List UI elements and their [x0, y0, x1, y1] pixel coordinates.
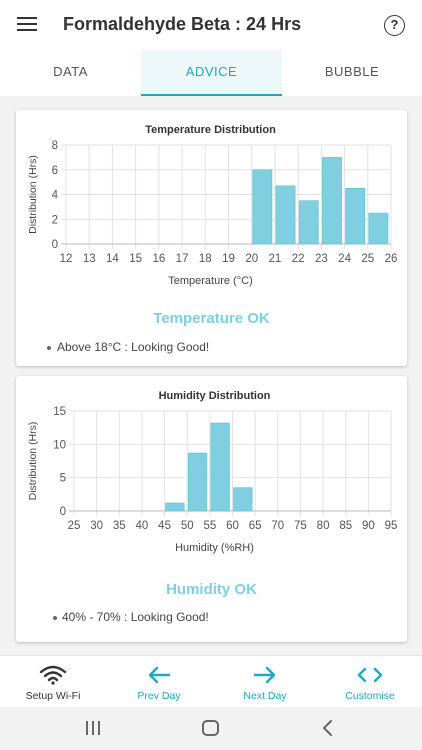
x-tick-label: 80	[317, 520, 330, 532]
x-tick-label: 14	[106, 253, 119, 265]
wifi-icon	[39, 665, 67, 685]
back-icon[interactable]	[320, 719, 336, 737]
help-icon[interactable]: ?	[384, 15, 405, 36]
x-tick-label: 25	[361, 253, 374, 265]
histogram-bar	[345, 188, 366, 245]
x-tick-label: 20	[245, 253, 258, 265]
y-tick-label: 0	[52, 239, 58, 251]
chart-title: Humidity Distribution	[159, 390, 271, 402]
home-icon[interactable]	[201, 719, 221, 737]
x-tick-label: 75	[294, 520, 307, 532]
customise-button[interactable]: Customise	[318, 656, 422, 708]
tab-bubble[interactable]: BUBBLE	[324, 64, 380, 79]
histogram-bar	[368, 212, 389, 245]
bottom-navigation: Setup Wi-Fi Prev Day Next Day Customise	[0, 655, 422, 707]
x-tick-label: 23	[315, 253, 328, 265]
recent-apps-icon[interactable]	[83, 719, 103, 737]
x-axis-label: Humidity (%RH)	[175, 542, 254, 554]
x-tick-label: 22	[292, 253, 305, 265]
chart-title: Temperature Distribution	[145, 124, 276, 136]
x-tick-label: 35	[113, 520, 126, 532]
system-navigation-bar	[0, 707, 422, 750]
bullet-icon	[47, 346, 51, 350]
y-tick-label: 8	[52, 140, 58, 152]
histogram-bar	[252, 169, 273, 245]
prev-day-label: Prev Day	[137, 690, 181, 702]
x-tick-label: 26	[385, 253, 398, 265]
humidity-status-title: Humidity OK	[166, 581, 257, 598]
arrow-left-icon	[148, 666, 171, 684]
temperature-status-title: Temperature OK	[153, 310, 270, 327]
y-tick-label: 5	[60, 473, 66, 485]
tab-bar: DATA ADVICE BUBBLE	[0, 50, 422, 96]
x-axis-label: Temperature (°C)	[168, 275, 252, 287]
temperature-advice: Above 18°C : Looking Good!	[57, 340, 210, 354]
x-tick-label: 40	[136, 520, 149, 532]
y-tick-label: 0	[60, 506, 66, 518]
x-tick-label: 55	[203, 520, 216, 532]
x-tick-label: 25	[68, 520, 81, 532]
x-tick-label: 30	[90, 520, 103, 532]
code-brackets-icon	[357, 667, 383, 683]
x-tick-label: 13	[83, 253, 96, 265]
y-tick-label: 10	[53, 439, 66, 451]
y-axis-label: Distribution (Hrs)	[27, 422, 39, 501]
x-tick-label: 16	[152, 253, 165, 265]
x-tick-label: 12	[60, 253, 73, 265]
y-tick-label: 15	[53, 406, 66, 418]
y-axis-label: Distribution (Hrs)	[27, 155, 39, 234]
histogram-bar	[210, 422, 230, 512]
x-tick-label: 50	[181, 520, 194, 532]
temperature-card: Temperature Distribution 12 13 14 15 16 17 18 19…	[16, 110, 407, 366]
x-tick-label: 18	[199, 253, 212, 265]
app-bar: Formaldehyde Beta : 24 Hrs ?	[0, 0, 422, 50]
next-day-label: Next Day	[243, 690, 287, 702]
histogram-bar	[275, 185, 296, 245]
setup-wifi-label: Setup Wi-Fi	[25, 690, 81, 702]
x-tick-label: 90	[362, 520, 375, 532]
hamburger-menu-icon[interactable]	[17, 17, 37, 31]
x-tick-label: 19	[222, 253, 235, 265]
histogram-bar	[165, 502, 185, 512]
x-tick-label: 15	[129, 253, 142, 265]
x-tick-label: 65	[249, 520, 262, 532]
prev-day-button[interactable]: Prev Day	[106, 656, 212, 708]
customise-label: Customise	[345, 690, 395, 702]
x-tick-label: 60	[226, 520, 239, 532]
tab-data[interactable]: DATA	[53, 64, 88, 79]
x-tick-label: 70	[271, 520, 284, 532]
tab-advice[interactable]: ADVICE	[141, 50, 282, 96]
humidity-card: Humidity Distribution 25 30 35 40 45 50 55 60 65 7…	[16, 376, 407, 642]
next-day-button[interactable]: Next Day	[212, 656, 318, 708]
x-tick-label: 24	[338, 253, 351, 265]
histogram-bar	[298, 200, 319, 245]
y-tick-label: 4	[52, 190, 59, 202]
app-title: Formaldehyde Beta : 24 Hrs	[63, 14, 302, 34]
x-tick-label: 45	[158, 520, 171, 532]
y-tick-label: 2	[52, 214, 58, 226]
histogram-bar	[322, 157, 342, 245]
bullet-icon	[53, 616, 57, 620]
x-tick-label: 21	[269, 253, 282, 265]
histogram-bar	[187, 452, 208, 512]
x-tick-label: 17	[176, 253, 189, 265]
y-tick-label: 6	[52, 165, 58, 177]
temperature-distribution-chart: Temperature Distribution 12 13 14 15 16 17 18 19…	[27, 124, 398, 287]
x-tick-label: 85	[339, 520, 352, 532]
arrow-right-icon	[253, 666, 276, 684]
histogram-bar	[233, 487, 253, 512]
setup-wifi-button[interactable]: Setup Wi-Fi	[0, 656, 106, 708]
x-tick-label: 95	[385, 520, 398, 532]
humidity-advice: 40% - 70% : Looking Good!	[62, 610, 209, 624]
